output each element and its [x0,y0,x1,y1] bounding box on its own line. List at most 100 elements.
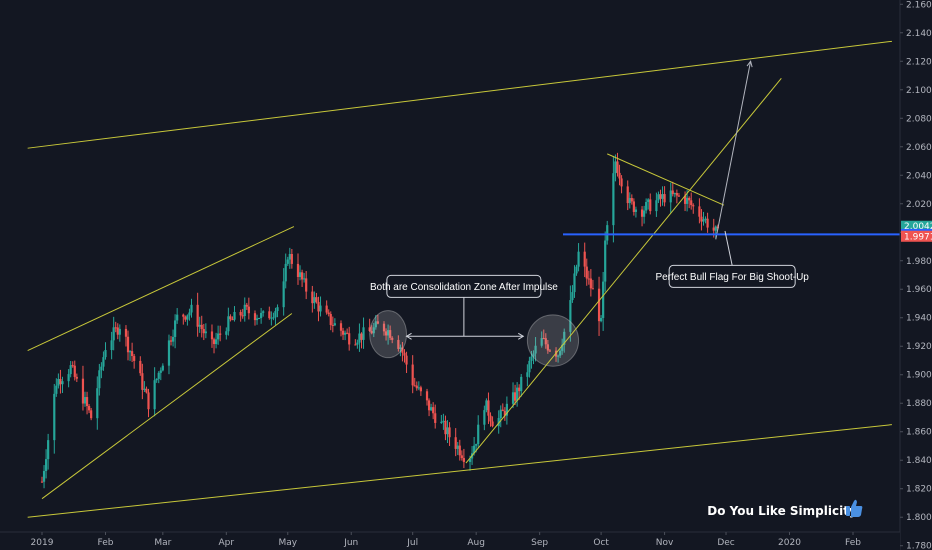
annotation-consolidation[interactable]: Both are Consolidation Zone After Impuls… [370,274,558,337]
time-tick-label: Apr [219,538,235,548]
candle-body [399,347,402,349]
thumbs-up-icon [846,499,863,517]
candle-body [69,365,72,375]
price-tick-label: 1.84000 [906,456,932,466]
candle-body [346,332,349,334]
candle-body [575,266,578,274]
candle-body [683,195,687,204]
time-tick-label: 2020 [778,538,801,548]
candle-body [448,427,451,438]
price-tick-label: 2.08000 [906,114,932,124]
candle-body [540,338,543,346]
candle-body [376,321,379,324]
candle-body [331,324,334,326]
candle-body [40,481,44,483]
candle-body [382,323,386,332]
candle-body [233,311,236,320]
candle-body [102,357,105,367]
candle-body [602,281,605,318]
price-tick-label: 1.88000 [906,399,932,409]
candle-body [618,172,621,179]
time-tick-label: Oct [593,538,609,548]
candle-body [81,378,85,404]
candle-body [339,323,343,331]
candle-body [559,350,562,356]
candle-body [534,345,537,354]
candle-body [614,161,617,174]
candle-body [518,387,521,392]
candle-body [358,333,361,343]
candle-body [118,328,121,335]
time-axis[interactable]: 2019 Feb Mar Apr May Jun Jul Aug Sep Oct Nov Dec 202… [0,531,900,550]
candle-body [348,333,351,345]
candle-body [491,421,494,427]
candle-body [663,194,666,203]
candle-body [606,225,609,241]
time-tick-label: Feb [845,538,861,548]
candle-body [561,344,564,351]
candle-body [688,197,691,201]
candle-body [389,330,392,338]
candle-body [604,240,607,282]
annotation-bull-flag[interactable]: Perfect Bull Flag For Big Shoot-Up [655,230,809,288]
candle-body [632,201,635,212]
arrow-head-left [405,332,412,340]
candle-body [73,365,76,377]
consolidation-zone-2 [526,314,580,367]
candle-body [325,305,328,313]
candle-body [315,297,318,302]
candle-body [692,205,695,207]
price-label-text: 2.00422 [904,222,932,232]
candle-body [317,301,320,312]
candle-body [204,331,207,334]
price-axis[interactable]: 2.16000 2.14000 2.12000 2.10000 2.08000 2.060… [899,0,932,550]
price-tick-label: 1.98000 [906,257,932,267]
trendline [27,40,892,149]
candle-body [589,278,592,289]
time-tick-label: Mar [154,538,171,548]
price-tick-label: 2.14000 [906,29,932,39]
candles-layer [40,152,719,489]
candle-body [511,392,515,404]
candle-body [241,315,244,317]
candle-body [643,210,646,217]
candle-body [460,455,463,459]
candle-body [174,320,177,337]
candle-body [513,392,517,401]
drawing-tools-layer [27,40,900,518]
candle-body [526,372,529,377]
candle-body [270,317,273,319]
candle-body [544,338,547,345]
price-tick-label: 1.92000 [906,342,932,352]
candle-body [714,226,717,231]
candle-body [210,331,214,340]
candle-body [649,199,652,212]
candle-body [284,263,287,282]
consolidation-zone-1 [369,310,408,359]
candle-body [227,316,230,332]
candle-body [362,327,365,340]
candle-body [577,251,580,267]
candle-body [645,201,648,211]
candle-body [255,318,259,321]
candle-body [573,273,576,293]
candle-body [85,397,89,407]
candle-body [116,327,119,335]
candle-body [700,216,703,222]
candle-body [110,340,113,350]
candle-body [630,198,633,202]
candle-body [114,327,117,329]
candle-body [356,342,359,345]
candle-body [157,372,160,379]
candle-body [616,161,619,173]
price-tick-label: 2.12000 [906,57,932,67]
candle-body [186,315,189,320]
candle-body [372,327,375,334]
candle-body [341,330,345,335]
candle-body [530,356,533,361]
candle-body [397,339,400,349]
time-tick-label: Nov [656,538,674,548]
candle-body [634,209,638,212]
annotation-bull-flag-text: Perfect Bull Flag For Big Shoot-Up [655,272,809,283]
